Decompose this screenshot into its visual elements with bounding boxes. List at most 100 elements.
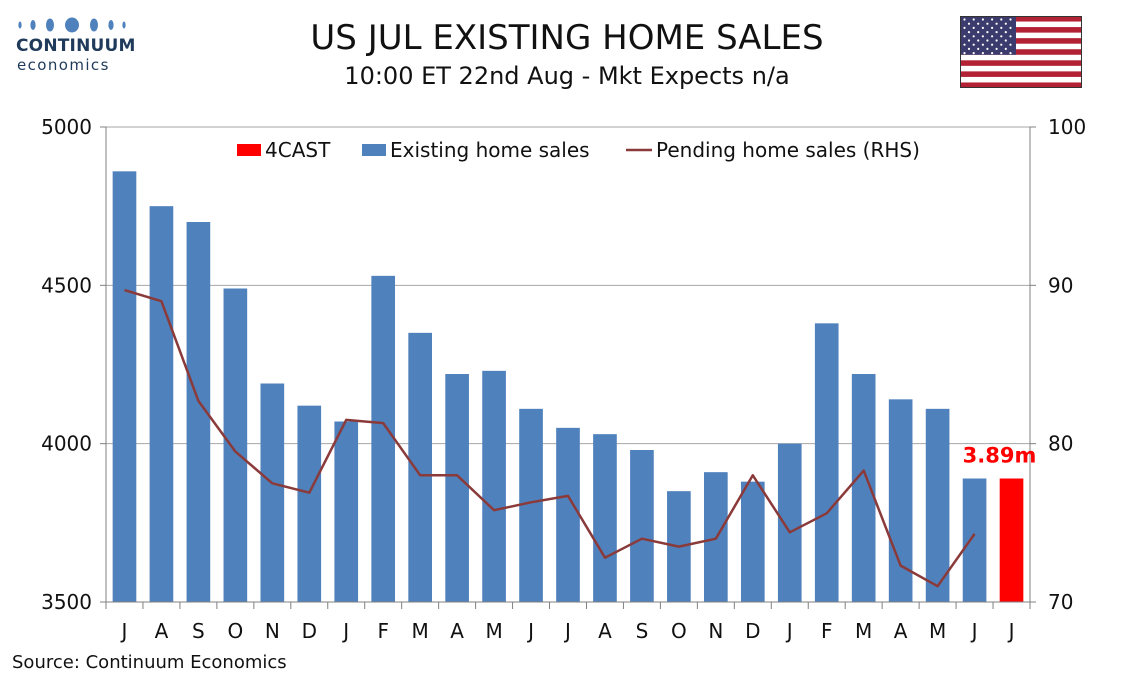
flag-star	[981, 35, 984, 38]
flag-star	[967, 47, 971, 50]
flag-star	[972, 26, 975, 29]
flag-stripe	[960, 16, 1082, 22]
legend-swatch	[237, 144, 261, 156]
x-tick-label: J	[785, 619, 793, 643]
flag-star	[991, 18, 994, 21]
x-tick-label: J	[563, 619, 571, 643]
flag-stripe	[960, 82, 1082, 88]
x-tick-label: A	[894, 619, 908, 643]
flag-star	[995, 39, 998, 42]
flag-star	[991, 26, 994, 29]
flag-star	[1000, 26, 1003, 29]
flag-stripe	[960, 27, 1082, 33]
flag-star	[972, 18, 975, 21]
x-tick-label: O	[227, 619, 243, 643]
x-tick-label: J	[341, 619, 349, 643]
left-tick-label: 4000	[41, 432, 92, 456]
flag-star	[991, 52, 994, 55]
flag-star	[1004, 39, 1007, 42]
right-tick-label: 80	[1048, 432, 1073, 456]
legend-label: Existing home sales	[390, 138, 590, 162]
existing-sales-bar	[482, 370, 506, 602]
flag-star	[963, 35, 966, 38]
flag-star	[995, 31, 998, 34]
logo-dots-icon	[18, 17, 126, 33]
flag-star	[967, 31, 971, 34]
existing-sales-bar	[519, 408, 543, 602]
flag-star	[991, 43, 994, 46]
existing-sales-bar	[962, 478, 987, 602]
x-tick-label: D	[302, 619, 317, 643]
flag-star	[977, 47, 980, 50]
x-tick-label: F	[377, 619, 389, 643]
x-tick-label: F	[821, 619, 833, 643]
existing-sales-bar	[556, 427, 580, 602]
flag-star	[963, 18, 966, 21]
flag-star	[986, 31, 989, 34]
flag-star	[1000, 35, 1003, 38]
x-tick-label: A	[598, 619, 612, 643]
existing-sales-bar	[740, 481, 765, 602]
flag-star	[977, 31, 980, 34]
flag-star	[995, 47, 998, 50]
x-tick-label: J	[970, 619, 978, 643]
existing-sales-bar	[260, 383, 285, 602]
legend-label: 4CAST	[265, 138, 331, 162]
flag-star	[1004, 22, 1007, 25]
x-tick-label: N	[265, 619, 280, 643]
legend-label: Pending home sales (RHS)	[656, 138, 920, 162]
existing-sales-bar	[112, 171, 137, 603]
x-tick-label: O	[671, 619, 687, 643]
existing-sales-bar	[814, 323, 839, 602]
flag-stripe	[960, 71, 1082, 77]
existing-sales-bar	[925, 408, 950, 602]
existing-sales-bar	[851, 374, 876, 602]
flag-star	[963, 26, 966, 29]
legend: 4CAST Existing home sales Pending home sal…	[237, 138, 920, 162]
us-flag-icon	[960, 16, 1082, 88]
page-title: US JUL EXISTING HOME SALES	[310, 18, 824, 58]
existing-sales-bar	[408, 332, 432, 602]
right-tick-label: 90	[1048, 273, 1073, 297]
flag-star	[981, 26, 984, 29]
existing-sales-bar	[371, 275, 396, 602]
left-tick-label: 4500	[41, 273, 92, 297]
forecast-bar	[999, 478, 1024, 602]
flag-star	[986, 39, 989, 42]
left-tick-label: 3500	[41, 590, 92, 614]
x-tick-label: N	[708, 619, 723, 643]
flag-star	[986, 22, 989, 25]
flag-star	[972, 52, 975, 55]
existing-sales-bar	[445, 374, 469, 602]
x-tick-label: M	[485, 619, 502, 643]
flag-star	[991, 35, 994, 38]
flag-star	[981, 43, 984, 46]
flag-star	[1009, 52, 1012, 55]
existing-sales-bar	[593, 434, 617, 602]
flag-star	[1000, 52, 1003, 55]
flag-star	[972, 35, 975, 38]
flag-star	[967, 39, 971, 42]
flag-star	[972, 43, 975, 46]
flag-border	[960, 16, 1082, 88]
flag-stripe	[960, 60, 1082, 66]
flag-star	[1000, 18, 1003, 21]
flag-star	[1004, 31, 1007, 34]
x-tick-label: J	[526, 619, 534, 643]
flag-star	[986, 47, 989, 50]
company-logo: CONTINUUM economics	[14, 14, 135, 76]
right-tick-label: 100	[1048, 115, 1086, 139]
page-subtitle: 10:00 ET 22nd Aug - Mkt Expects n/a	[344, 62, 790, 90]
flag-star	[981, 52, 984, 55]
x-tick-label: D	[745, 619, 760, 643]
x-tick-label: S	[192, 619, 205, 643]
flag-star	[1009, 43, 1012, 46]
flag-star	[967, 22, 971, 25]
legend-swatch	[362, 144, 386, 156]
x-tick-label: M	[855, 619, 872, 643]
flag-star	[995, 22, 998, 25]
flag-star	[1009, 18, 1012, 21]
forecast-value-label: 3.89m	[963, 444, 1037, 468]
x-tick-label: A	[450, 619, 464, 643]
